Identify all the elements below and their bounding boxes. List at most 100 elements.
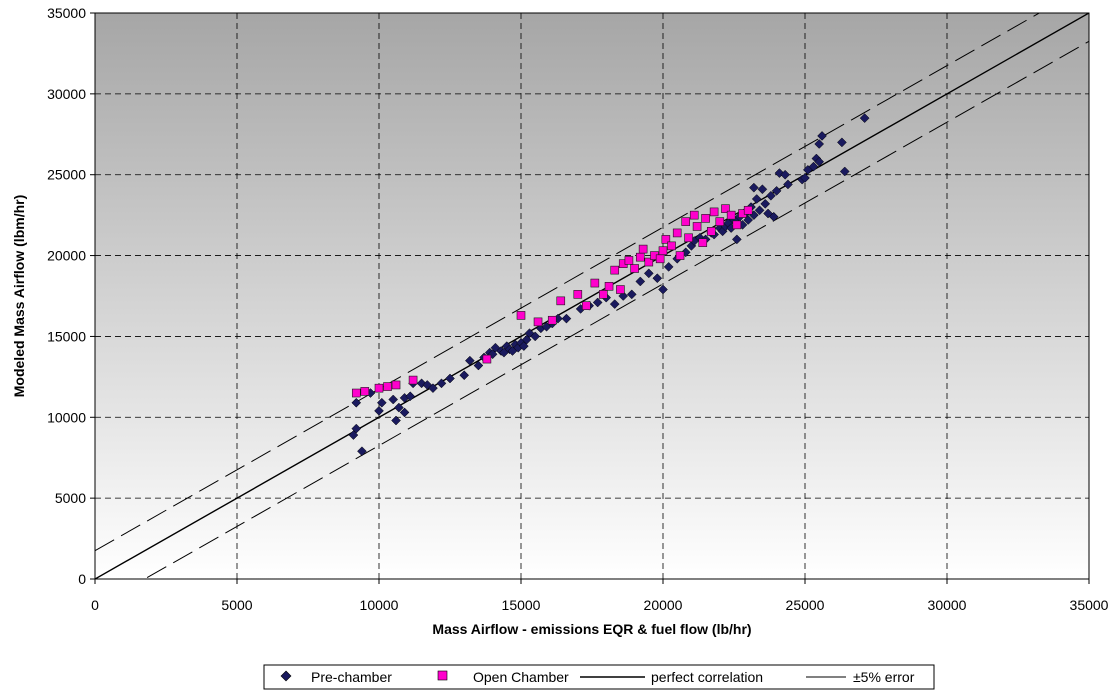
pre-chamber-point bbox=[808, 161, 819, 172]
open-chamber-point bbox=[635, 252, 645, 262]
pre-chamber-point bbox=[376, 397, 387, 408]
pre-chamber-point bbox=[357, 446, 367, 457]
pre-chamber-point bbox=[394, 402, 404, 413]
open-chamber-point bbox=[667, 241, 676, 251]
pre-chamber-point bbox=[652, 273, 663, 284]
pre-chamber-point bbox=[391, 415, 401, 426]
open-chamber-point bbox=[715, 217, 725, 226]
pre-chamber-point bbox=[351, 423, 362, 434]
error-line-lower bbox=[143, 40, 1089, 579]
legend-pre-chamber-label: Pre-chamber bbox=[311, 669, 392, 685]
open-chamber-point bbox=[638, 244, 648, 254]
open-chamber-point bbox=[624, 256, 634, 265]
x-tick-label: 30000 bbox=[928, 597, 967, 613]
grid-lines bbox=[90, 12, 1090, 584]
x-tick-label: 10000 bbox=[360, 597, 399, 613]
pre-chamber-point bbox=[751, 194, 762, 204]
pre-chamber-point bbox=[473, 360, 484, 371]
y-axis-title: Modeled Mass Airflow (lbm/hr) bbox=[11, 195, 27, 398]
open-chamber-point bbox=[732, 220, 742, 230]
legend-perfect-correlation-label: perfect correlation bbox=[651, 669, 763, 685]
x-axis-title: Mass Airflow - emissions EQR & fuel flow… bbox=[432, 621, 751, 637]
legend-error-label: ±5% error bbox=[853, 669, 915, 685]
pre-chamber-point bbox=[658, 284, 668, 295]
pre-chamber-point bbox=[814, 139, 825, 149]
x-tick-label: 20000 bbox=[644, 597, 683, 613]
open-chamber-point bbox=[556, 296, 566, 306]
y-tick-label: 30000 bbox=[47, 86, 86, 102]
y-tick-label: 10000 bbox=[47, 409, 86, 425]
open-chamber-point bbox=[701, 214, 710, 223]
pre-chamber-point bbox=[814, 156, 825, 167]
pre-chamber-point bbox=[780, 169, 790, 180]
y-tick-label: 0 bbox=[78, 571, 86, 587]
open-chamber-point bbox=[610, 265, 620, 275]
open-chamber-point bbox=[681, 217, 691, 226]
data-points bbox=[348, 113, 870, 457]
pre-chamber-point bbox=[859, 113, 870, 123]
pre-chamber-point bbox=[817, 131, 827, 141]
open-chamber-point bbox=[675, 251, 685, 260]
open-chamber-point bbox=[658, 246, 668, 256]
pre-chamber-point bbox=[749, 182, 759, 193]
open-chamber-point bbox=[743, 205, 753, 215]
open-chamber-point bbox=[383, 382, 392, 391]
open-chamber-point bbox=[721, 204, 730, 213]
open-chamber-point bbox=[408, 375, 418, 385]
open-chamber-point bbox=[351, 388, 361, 398]
open-chamber-point bbox=[582, 301, 591, 311]
pre-chamber-point bbox=[643, 268, 654, 279]
pre-chamber-point bbox=[388, 394, 399, 405]
pre-chamber-point bbox=[754, 205, 765, 216]
pre-chamber-point bbox=[760, 198, 771, 209]
pre-chamber-point bbox=[766, 190, 776, 201]
pre-chamber-point bbox=[680, 247, 691, 258]
legend-open-chamber-marker bbox=[437, 670, 448, 681]
pre-chamber-point bbox=[592, 297, 603, 308]
x-tick-label: 35000 bbox=[1070, 597, 1109, 613]
pre-chamber-point bbox=[561, 313, 572, 324]
open-chamber-point bbox=[516, 311, 526, 320]
open-chamber-point bbox=[706, 227, 716, 236]
open-chamber-point bbox=[630, 264, 639, 273]
open-chamber-point bbox=[644, 257, 654, 267]
pre-chamber-point bbox=[609, 299, 620, 309]
pre-chamber-point bbox=[428, 383, 438, 394]
open-chamber-point bbox=[689, 210, 699, 220]
pre-chamber-point bbox=[757, 184, 768, 195]
legend: Pre-chamber Open Chamber perfect correla… bbox=[263, 664, 935, 690]
pre-chamber-point bbox=[436, 378, 447, 389]
y-tick-label: 25000 bbox=[47, 167, 86, 183]
pre-chamber-point bbox=[771, 186, 782, 196]
open-chamber-point bbox=[698, 238, 708, 247]
pre-chamber-point bbox=[405, 391, 416, 402]
open-chamber-point bbox=[604, 281, 614, 291]
pre-chamber-point bbox=[530, 331, 541, 342]
x-tick-label: 25000 bbox=[786, 597, 825, 613]
open-chamber-point bbox=[599, 290, 608, 299]
pre-chamber-point bbox=[445, 373, 455, 384]
open-chamber-point bbox=[709, 207, 719, 217]
x-tick-label: 0 bbox=[91, 597, 99, 613]
open-chamber-point bbox=[655, 254, 665, 264]
pre-chamber-point bbox=[839, 166, 850, 177]
open-chamber-point bbox=[482, 354, 492, 364]
pre-chamber-point bbox=[800, 173, 810, 183]
pre-chamber-point bbox=[626, 289, 637, 300]
legend-pre-chamber-marker bbox=[280, 670, 292, 682]
open-chamber-point bbox=[590, 278, 600, 288]
x-tick-label: 15000 bbox=[502, 597, 541, 613]
pre-chamber-point bbox=[465, 355, 475, 366]
open-chamber-point bbox=[547, 315, 557, 325]
open-chamber-point bbox=[672, 228, 682, 238]
perfect-correlation-line bbox=[95, 13, 1089, 579]
legend-open-chamber-label: Open Chamber bbox=[473, 669, 569, 685]
pre-chamber-point bbox=[663, 262, 674, 272]
error-line-upper bbox=[95, 13, 1041, 552]
open-chamber-point bbox=[533, 317, 543, 327]
open-chamber-point bbox=[692, 222, 702, 231]
pre-chamber-point bbox=[374, 405, 384, 416]
y-tick-label: 15000 bbox=[47, 328, 86, 344]
